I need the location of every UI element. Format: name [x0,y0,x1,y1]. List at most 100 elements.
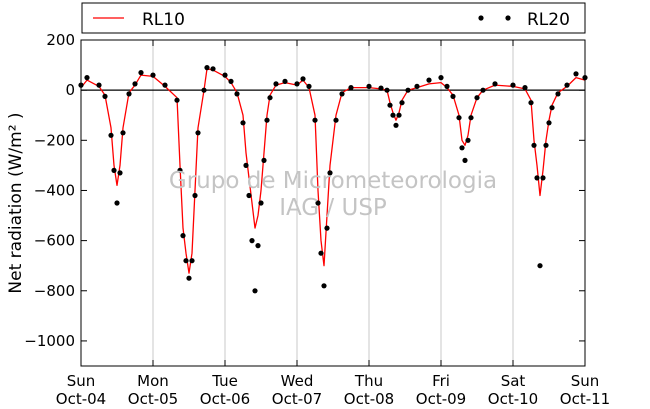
data-point-rl20-57 [393,122,399,128]
data-point-rl20-45 [318,250,324,256]
data-point-rl20-42 [306,83,312,89]
x-tick-label-date-5: Oct-09 [416,390,466,408]
data-point-rl20-4 [108,132,114,138]
x-tick-label-date-6: Oct-10 [488,390,538,408]
data-point-rl20-65 [450,93,456,99]
legend-frame [81,2,586,34]
x-tick-label-day-6: Sat [501,372,526,390]
data-point-rl20-31 [249,238,255,244]
data-point-rl20-37 [267,95,273,101]
data-point-rl20-53 [378,85,384,91]
data-point-rl20-73 [492,81,498,87]
data-point-rl20-3 [102,93,108,99]
x-tick-label-day-2: Tue [211,372,238,390]
data-point-rl20-50 [339,91,345,97]
data-point-rl20-5 [111,167,117,173]
data-point-rl20-8 [120,130,126,136]
series-layer [78,65,588,294]
data-point-rl20-24 [210,66,216,72]
data-point-rl20-28 [240,120,246,126]
x-tick-label-day-0: Sun [67,372,96,390]
data-point-rl20-2 [96,82,102,88]
y-tick-label-3: −400 [34,181,75,199]
data-point-rl20-55 [387,102,393,108]
data-point-rl20-34 [258,200,264,206]
data-point-rl20-30 [246,192,252,199]
data-point-rl20-6 [114,200,120,206]
data-point-rl20-72 [480,87,486,93]
data-point-rl20-70 [468,115,474,121]
series-line-rl10 [80,68,586,274]
x-tick-label-date-2: Oct-06 [200,390,250,408]
y-axis-label: Net radiation (W/m² ) [6,112,26,293]
data-point-rl20-46 [321,283,327,289]
data-point-rl20-1 [84,75,90,81]
data-point-rl20-9 [126,91,132,97]
x-tick-label-date-4: Oct-08 [344,390,394,408]
legend-label-rl20: RL20 [527,10,570,30]
plot-frame [80,39,586,367]
data-point-rl20-16 [180,233,186,239]
data-point-rl20-25 [222,72,228,78]
data-point-rl20-84 [555,91,561,97]
y-axis-tick-labels: 200 0 −200 −400 −600 −800 −1000 [24,31,75,350]
data-point-rl20-54 [384,87,390,93]
data-point-rl20-67 [459,145,465,151]
data-point-rl20-81 [543,142,549,148]
data-point-rl20-79 [537,263,543,269]
data-point-rl20-44 [315,200,321,206]
data-point-rl20-86 [573,71,579,77]
x-tick-label-day-5: Fri [432,372,450,390]
data-point-rl20-62 [426,77,432,83]
data-point-rl20-71 [474,95,480,101]
data-point-rl20-21 [195,130,201,136]
data-point-rl20-48 [327,170,333,176]
data-point-rl20-43 [312,117,318,123]
x-tick-label-day-4: Thu [354,372,383,390]
x-tick-label-day-3: Wed [281,372,314,390]
x-axis-tick-labels: SunOct-04MonOct-05TueOct-06WedOct-07ThuO… [56,372,610,408]
x-tick-label-date-3: Oct-07 [272,390,322,408]
data-point-rl20-66 [456,115,462,121]
x-tick-label-date-0: Oct-04 [56,390,106,408]
data-point-rl20-63 [438,75,444,81]
data-point-rl20-20 [192,192,198,199]
axis-ticks [80,39,586,366]
legend-label-rl10: RL10 [142,10,185,30]
data-point-rl20-32 [252,288,258,294]
x-tick-label-date-1: Oct-05 [128,390,178,408]
y-tick-label-0: 200 [46,31,75,49]
data-point-rl20-29 [243,162,249,168]
data-point-rl20-69 [465,137,471,143]
data-point-rl20-51 [348,85,354,91]
data-point-rl20-58 [396,112,402,118]
x-tick-label-date-7: Oct-11 [560,390,610,408]
data-point-rl20-15 [177,167,183,173]
x-tick-label-day-7: Sun [571,372,600,390]
data-point-rl20-14 [174,97,180,103]
data-point-rl20-83 [549,105,555,111]
grid-lines [152,40,514,366]
data-point-rl20-61 [414,83,420,89]
data-point-rl20-39 [282,78,288,84]
data-point-rl20-77 [531,142,537,148]
data-point-rl20-40 [294,81,300,87]
data-point-rl20-41 [300,76,306,82]
series-markers-rl20 [78,65,588,294]
legend-marker-rl20-1 [478,15,484,21]
data-point-rl20-60 [405,87,411,93]
y-tick-label-4: −600 [34,232,75,250]
data-point-rl20-35 [261,157,267,163]
data-point-rl20-38 [273,81,279,87]
data-point-rl20-56 [390,112,396,118]
legend: RL10 RL20 [81,2,586,34]
data-point-rl20-19 [189,258,195,264]
watermark-line-1: Grupo de Micrometeorologia [169,168,497,194]
data-point-rl20-82 [546,120,552,126]
x-tick-label-day-1: Mon [137,372,169,390]
watermark: Grupo de Micrometeorologia IAG / USP [169,168,497,221]
data-point-rl20-47 [324,225,330,231]
data-point-rl20-75 [522,85,528,91]
data-point-rl20-52 [366,83,372,89]
